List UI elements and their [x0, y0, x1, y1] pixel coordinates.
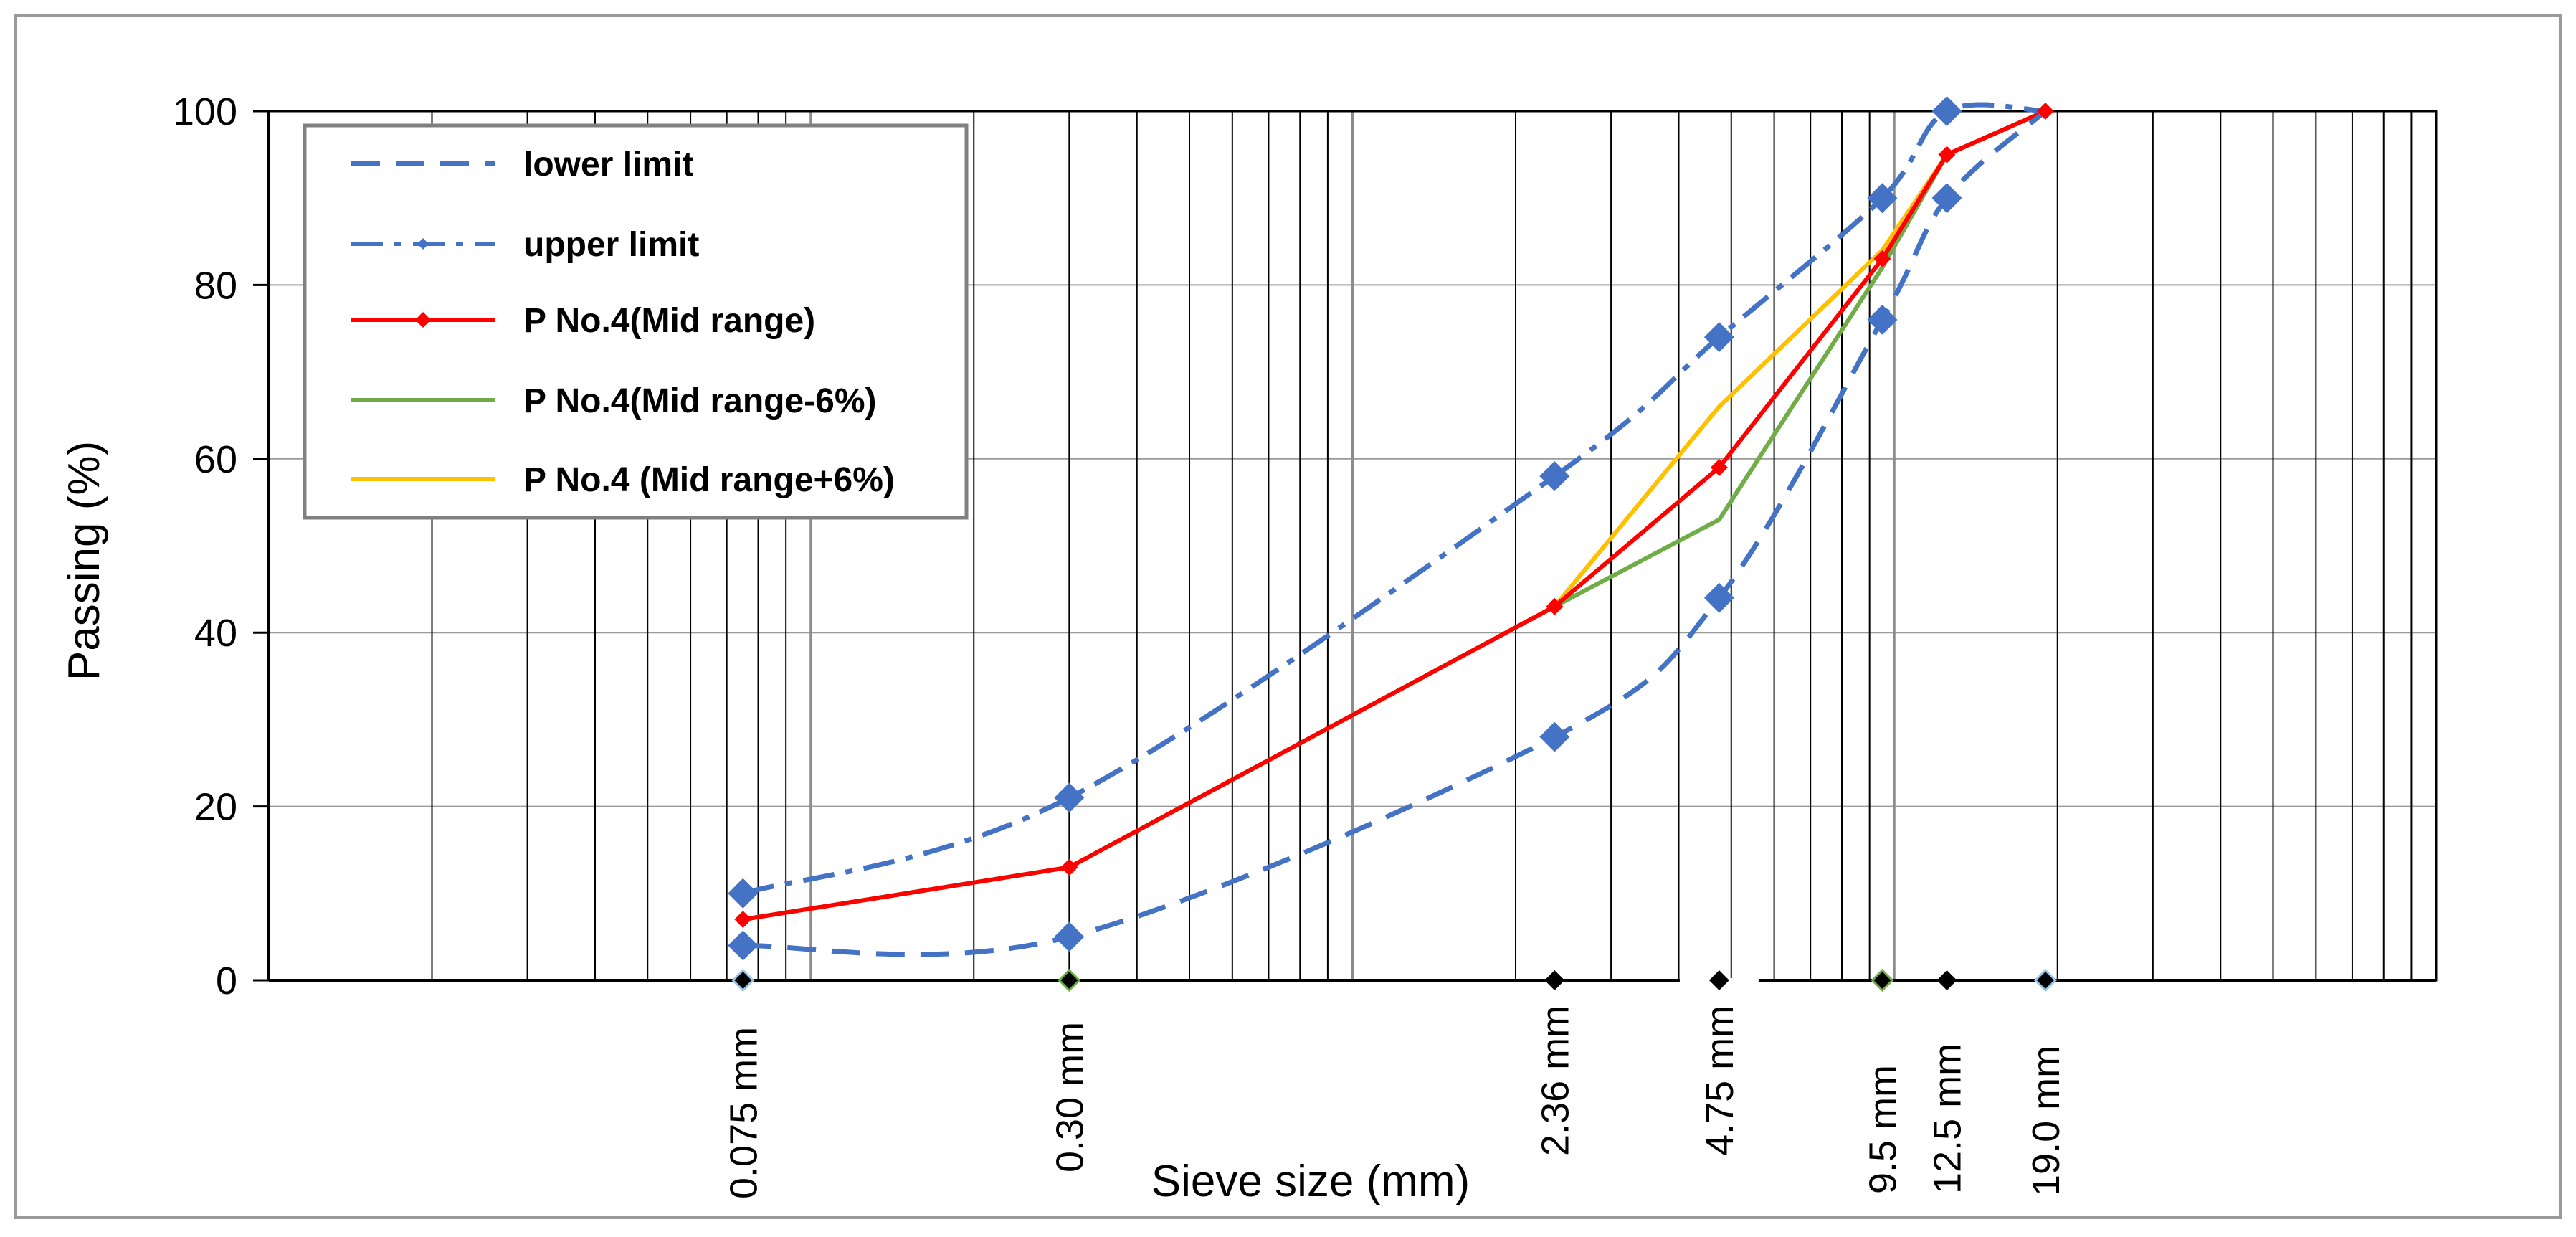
legend-label: P No.4 (Mid range+6%): [523, 461, 895, 499]
series-layer: [728, 96, 2054, 961]
x-axis-title: Sieve size (mm): [1151, 1157, 1470, 1206]
axis-layer: 0 20 40 60 80 100: [173, 90, 2438, 1003]
mid-range-data-point: [1710, 458, 1728, 476]
sieve-label: 4.75 mm: [1698, 1005, 1741, 1156]
mid-range-data-point: [1060, 858, 1078, 876]
sieve-marker: [1936, 970, 1957, 990]
mid-range-data-point: [1938, 146, 1956, 163]
sieve-marker: [1871, 968, 1894, 992]
y-tick-label: 100: [173, 90, 237, 133]
limit-data-point: [1931, 96, 1962, 126]
sieve-marker: [2033, 968, 2058, 992]
sieve-label: 12.5 mm: [1926, 1043, 1969, 1194]
sieve-label: 9.5 mm: [1861, 1065, 1904, 1194]
limit-data-point: [728, 930, 759, 961]
limit-data-point: [1931, 183, 1962, 214]
legend-label: upper limit: [523, 226, 699, 264]
sieve-label: 2.36 mm: [1534, 1005, 1577, 1156]
y-tick-label: 20: [194, 786, 237, 829]
y-tick-label: 80: [194, 264, 237, 307]
limit-data-point: [1539, 461, 1570, 492]
limit-data-point: [1054, 921, 1085, 952]
limit-data-point: [1867, 304, 1898, 335]
legend-swatch-marker: [417, 238, 429, 250]
legend-label: P No.4(Mid range-6%): [523, 382, 877, 420]
mid-range-data-point: [1546, 597, 1564, 615]
legend-swatch-marker: [415, 312, 431, 328]
sieve-layer: 0.075 mm 0.30 mm 2.36 mm 4.75 mm 9.5 mm 12.5 …: [722, 968, 2068, 1199]
sieve-label: 0.075 mm: [722, 1027, 765, 1199]
limit-data-point: [1054, 782, 1085, 813]
limit-data-point: [1867, 183, 1898, 214]
mid-range-data-point: [734, 911, 752, 929]
limit-data-point: [1703, 322, 1734, 353]
sieve-marker: [1544, 970, 1565, 990]
series-line: [743, 109, 2048, 957]
limit-data-point: [1703, 582, 1734, 613]
limit-data-point: [2038, 104, 2053, 118]
limit-data-point: [1539, 721, 1570, 752]
legend-layer: lower limit upper limit P No.4(Mid range) P…: [303, 123, 969, 520]
sieve-marker: [1708, 970, 1729, 990]
sieve-marker: [731, 968, 755, 992]
limit-data-point: [728, 878, 759, 909]
y-tick-label: 40: [194, 612, 237, 655]
mid-range-data-point: [1873, 250, 1891, 268]
y-axis-title: Passing (%): [60, 441, 109, 681]
sieve-marker: [1058, 968, 1081, 992]
sieve-label: 19.0 mm: [2025, 1046, 2068, 1196]
y-tick-label: 0: [216, 959, 237, 1003]
legend-label: lower limit: [523, 146, 693, 184]
series-line: [742, 102, 2046, 896]
y-tick-label: 60: [194, 438, 237, 481]
legend-label: P No.4(Mid range): [523, 302, 815, 340]
sieve-label: 0.30 mm: [1048, 1022, 1091, 1172]
